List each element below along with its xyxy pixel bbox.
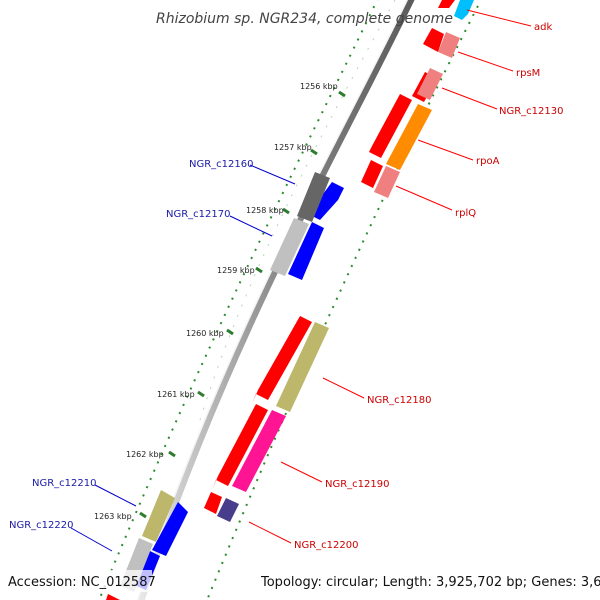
gene-label-ngr-c12160[interactable]: NGR_c12160 — [189, 159, 254, 170]
cds-feature[interactable] — [365, 94, 412, 160]
topology-text: Topology: circular; Length: 3,925,702 bp… — [260, 575, 600, 590]
leader-rplQ — [395, 185, 453, 211]
gene-ngr-c12130-feature[interactable] — [417, 68, 443, 100]
gene-adk-feature[interactable] — [454, 0, 474, 20]
leader-ngr-c12160 — [249, 164, 296, 185]
gene-ngr-c12190-feature[interactable] — [232, 410, 286, 492]
gene-ngr-c12170-feature[interactable] — [270, 218, 309, 276]
gene-ngr-c12160-feature[interactable] — [297, 172, 330, 222]
leader-ngr-c12210 — [94, 484, 137, 507]
tick-1259 — [255, 266, 263, 274]
gene-ngr-c12210-feature[interactable] — [142, 490, 175, 542]
tick-1261 — [197, 390, 205, 398]
cds-feature[interactable] — [288, 222, 324, 280]
feature-track — [217, 0, 474, 522]
gene-label-ngr-c12200[interactable]: NGR_c12200 — [294, 540, 359, 551]
gene-label-adk[interactable]: adk — [534, 22, 552, 33]
inner-feature-track — [120, 172, 330, 592]
cds-feature[interactable] — [252, 316, 312, 404]
tick-1262 — [168, 450, 176, 458]
gene-label-ngr-c12210[interactable]: NGR_c12210 — [32, 478, 97, 489]
map-title: Rhizobium sp. NGR234, complete genome — [156, 11, 453, 27]
tick-label-1262: 1262 kbp — [126, 450, 164, 459]
leader-ngr-c12170 — [229, 215, 273, 237]
gene-ngr-c12200-feature[interactable] — [217, 498, 239, 522]
leader-ngr-c12200 — [248, 521, 292, 544]
cds-feature[interactable] — [106, 594, 120, 600]
cds-feature[interactable] — [152, 502, 188, 556]
gene-rplQ-feature[interactable] — [374, 166, 400, 198]
cds-feature[interactable] — [308, 182, 344, 220]
tick-label-1256: 1256 kbp — [300, 82, 338, 91]
gene-label-rplQ[interactable]: rplQ — [455, 208, 476, 219]
outer-dotted-track — [205, 0, 483, 600]
tick-label-1259: 1259 kbp — [217, 266, 255, 275]
leader-ngr-c12180 — [322, 377, 365, 399]
tick-1263 — [139, 511, 147, 519]
cds-feature[interactable] — [204, 492, 222, 514]
tick-label-1260: 1260 kbp — [186, 329, 224, 338]
cds-feature[interactable] — [361, 160, 383, 188]
gene-rpsM-feature[interactable] — [438, 32, 460, 58]
cds-feature[interactable] — [212, 404, 268, 490]
leader-adk — [466, 9, 532, 27]
tick-label-1261: 1261 kbp — [157, 390, 195, 399]
gene-label-ngr-c12180[interactable]: NGR_c12180 — [367, 395, 432, 406]
leader-ngr-c12190 — [280, 461, 323, 483]
gene-label-rpoA[interactable]: rpoA — [476, 156, 500, 167]
leader-rpsM — [457, 51, 514, 72]
cds-feature[interactable] — [438, 0, 455, 8]
accession-text: Accession: NC_012587 — [8, 575, 156, 590]
label-leaders — [70, 9, 532, 552]
gene-rpoA-feature[interactable] — [386, 104, 432, 170]
cds-feature[interactable] — [423, 28, 444, 52]
leader-ngr-c12220 — [70, 527, 113, 552]
gene-label-ngr-c12220[interactable]: NGR_c12220 — [9, 520, 74, 531]
leader-rpoA — [417, 139, 474, 161]
tick-1257 — [310, 148, 318, 156]
tick-label-1257: 1257 kbp — [274, 143, 312, 152]
tick-1258 — [282, 207, 290, 215]
tick-label-1263: 1263 kbp — [94, 512, 132, 521]
gene-label-rpsM[interactable]: rpsM — [516, 68, 540, 79]
leader-ngr-c12130 — [441, 87, 498, 110]
gene-labels: adk rpsM NGR_c12130 rpoA rplQ NGR_c12160… — [9, 22, 564, 551]
gene-label-ngr-c12190[interactable]: NGR_c12190 — [325, 479, 390, 490]
footer-backdrop — [4, 570, 152, 592]
reverse-cds-track — [132, 182, 344, 590]
tick-1256 — [338, 90, 346, 98]
tick-1260 — [226, 328, 234, 336]
tick-marks — [139, 90, 346, 519]
inner-dotted-track — [97, 0, 379, 600]
gene-label-ngr-c12130[interactable]: NGR_c12130 — [499, 106, 564, 117]
gene-ngr-c12180-feature[interactable] — [276, 322, 329, 412]
tick-labels: 1256 kbp 1257 kbp 1258 kbp 1259 kbp 1260… — [94, 82, 338, 521]
tick-label-1258: 1258 kbp — [246, 206, 284, 215]
gene-label-ngr-c12170[interactable]: NGR_c12170 — [166, 209, 231, 220]
